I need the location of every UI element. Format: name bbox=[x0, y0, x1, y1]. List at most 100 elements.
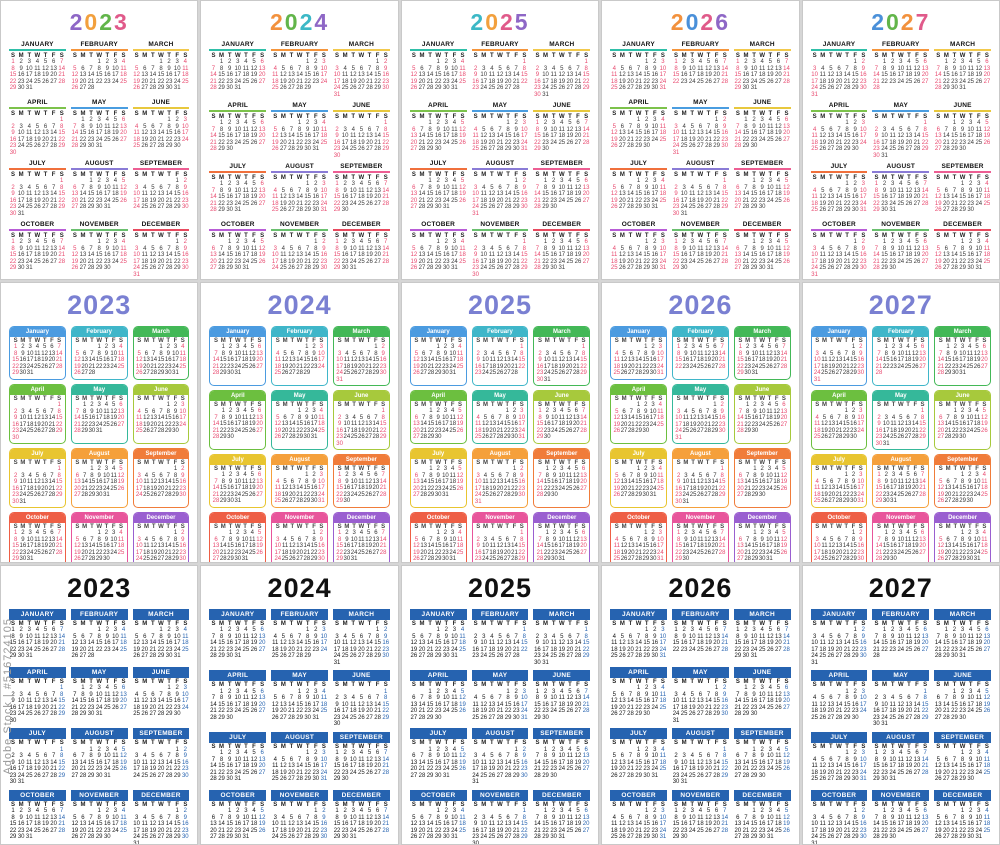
date-cell: 29 bbox=[635, 143, 642, 149]
date-cell: 29 bbox=[227, 556, 234, 563]
date-cell: 17 bbox=[312, 133, 320, 139]
date-cell: 29 bbox=[296, 146, 303, 152]
year-digit: 2 bbox=[470, 9, 486, 35]
weekday-letter: W bbox=[34, 523, 41, 530]
date-cell: 25 bbox=[242, 78, 250, 85]
year-digit: 2 bbox=[99, 9, 114, 35]
date-cell: 23 bbox=[518, 485, 526, 492]
date-cell: 9 bbox=[104, 350, 109, 357]
date-cell: 14 bbox=[48, 415, 56, 422]
date-cell: 14 bbox=[212, 421, 220, 428]
date-cell: 23 bbox=[682, 363, 690, 370]
date-cell: 7 bbox=[844, 350, 848, 357]
date-cell: 26 bbox=[112, 136, 119, 143]
date-cell: 9 bbox=[752, 123, 756, 130]
date-cell: 16 bbox=[851, 133, 859, 139]
dates-grid: S M T W T F S 1 2 3 4 5 6 7 8 9 10 11 12 13 14 15 16 17 18 19 20 21… bbox=[72, 459, 127, 501]
date-cell: 2 bbox=[21, 344, 25, 351]
date-cell: 16 bbox=[520, 191, 528, 197]
date-cell: 4 bbox=[661, 117, 665, 123]
weekday-letter: S bbox=[257, 337, 262, 344]
date-cell: 15 bbox=[503, 421, 511, 428]
weekday-letter: W bbox=[897, 401, 904, 408]
date-cell: 30 bbox=[672, 210, 680, 217]
date-cell: 2 bbox=[97, 466, 101, 473]
date-cell: 27 bbox=[981, 363, 988, 370]
date-cell: 18 bbox=[451, 191, 458, 197]
date-cell: 2 bbox=[228, 472, 233, 479]
weekday-letter: F bbox=[512, 459, 517, 466]
date-cell: 12 bbox=[558, 72, 566, 78]
date-cell: 20 bbox=[904, 427, 912, 434]
date-cell: 4 bbox=[776, 239, 781, 245]
weekday-letter: T bbox=[644, 171, 649, 178]
date-cell: 21 bbox=[303, 549, 311, 556]
date-cell: 23 bbox=[234, 549, 242, 556]
date-cell: 3 bbox=[815, 350, 819, 357]
date-cell: 2 bbox=[436, 178, 440, 184]
date-cell: 7 bbox=[845, 65, 849, 72]
date-cell: 4 bbox=[319, 408, 324, 415]
weekday-letter: M bbox=[82, 395, 88, 402]
month-january: JANUARY S M T W T F S 1 2 3 4 5 6 7 8 9 10 11 12 13 14 15 16 17 1… bbox=[209, 41, 267, 98]
date-cell: 17 bbox=[482, 363, 489, 370]
date-cell: 11 bbox=[104, 123, 111, 130]
date-cell: 27 bbox=[620, 428, 628, 435]
date-cell: 14 bbox=[835, 133, 843, 139]
date-cell: 26 bbox=[780, 549, 788, 556]
date-cell: 10 bbox=[551, 414, 558, 421]
date-cell: 2 bbox=[167, 59, 171, 65]
date-cell: 31 bbox=[173, 85, 181, 91]
date-cell: 20 bbox=[150, 421, 158, 428]
weekday-letter: S bbox=[134, 232, 139, 239]
date-cell: 11 bbox=[681, 130, 688, 136]
weekday-letter: S bbox=[676, 395, 681, 402]
date-cell: 15 bbox=[751, 543, 759, 550]
date-cell: 17 bbox=[897, 357, 905, 364]
date-cell: 23 bbox=[312, 200, 320, 207]
weekday-letter: T bbox=[644, 337, 648, 344]
date-cell: 9 bbox=[545, 414, 549, 421]
date-cell: 8 bbox=[312, 536, 316, 543]
weekday-letter: T bbox=[505, 523, 510, 530]
date-cell: 12 bbox=[110, 408, 118, 415]
date-cell: 3 bbox=[476, 472, 480, 479]
date-cell: 7 bbox=[57, 530, 61, 537]
date-cell: 2 bbox=[104, 344, 109, 351]
date-cell: 20 bbox=[711, 357, 719, 364]
date-cell: 6 bbox=[944, 187, 949, 194]
date-cell: 19 bbox=[149, 258, 157, 265]
month-april: April S M T W T F S 1 2 3 4 5 6 7 8 9 10 11 12 13 14 15 16 17 18 1… bbox=[9, 384, 66, 445]
date-cell: 20 bbox=[280, 139, 287, 146]
date-cell: 16 bbox=[227, 485, 234, 492]
date-cell: 31 bbox=[350, 556, 358, 563]
date-cell: 23 bbox=[310, 363, 318, 370]
weekday-letter: M bbox=[820, 174, 826, 181]
date-cell: 9 bbox=[682, 245, 686, 252]
date-cell: 20 bbox=[256, 421, 263, 428]
date-cell: 28 bbox=[164, 556, 172, 563]
date-cell: 4 bbox=[252, 239, 256, 245]
date-cell: 29 bbox=[310, 556, 318, 563]
date-cell: 29 bbox=[81, 428, 89, 435]
date-cell: 12 bbox=[496, 72, 504, 78]
date-cell: 26 bbox=[358, 434, 365, 441]
month-february: February S M T W T F S 1 2 3 4 5 6 7 8 9 10 11 12 13 14 15 16 17… bbox=[872, 326, 930, 387]
date-cell: 30 bbox=[642, 428, 650, 435]
date-cell: 29 bbox=[580, 370, 587, 377]
date-cell: 29 bbox=[944, 370, 952, 377]
date-cell: 16 bbox=[17, 252, 25, 258]
weekday-letter: F bbox=[452, 52, 457, 59]
date-cell: 12 bbox=[41, 536, 48, 543]
date-cell: 24 bbox=[103, 485, 110, 492]
date-cell: 3 bbox=[658, 344, 663, 351]
weekday-letter: W bbox=[34, 232, 41, 239]
date-cell: 31 bbox=[518, 434, 526, 441]
weekday-letter: S bbox=[674, 171, 679, 178]
weekday-letter: M bbox=[681, 171, 687, 178]
date-cell: 4 bbox=[183, 59, 187, 65]
date-cell: 21 bbox=[713, 197, 720, 204]
date-cell: 16 bbox=[881, 194, 888, 200]
date-cell: 9 bbox=[181, 536, 185, 543]
date-cell: 24 bbox=[25, 78, 33, 85]
